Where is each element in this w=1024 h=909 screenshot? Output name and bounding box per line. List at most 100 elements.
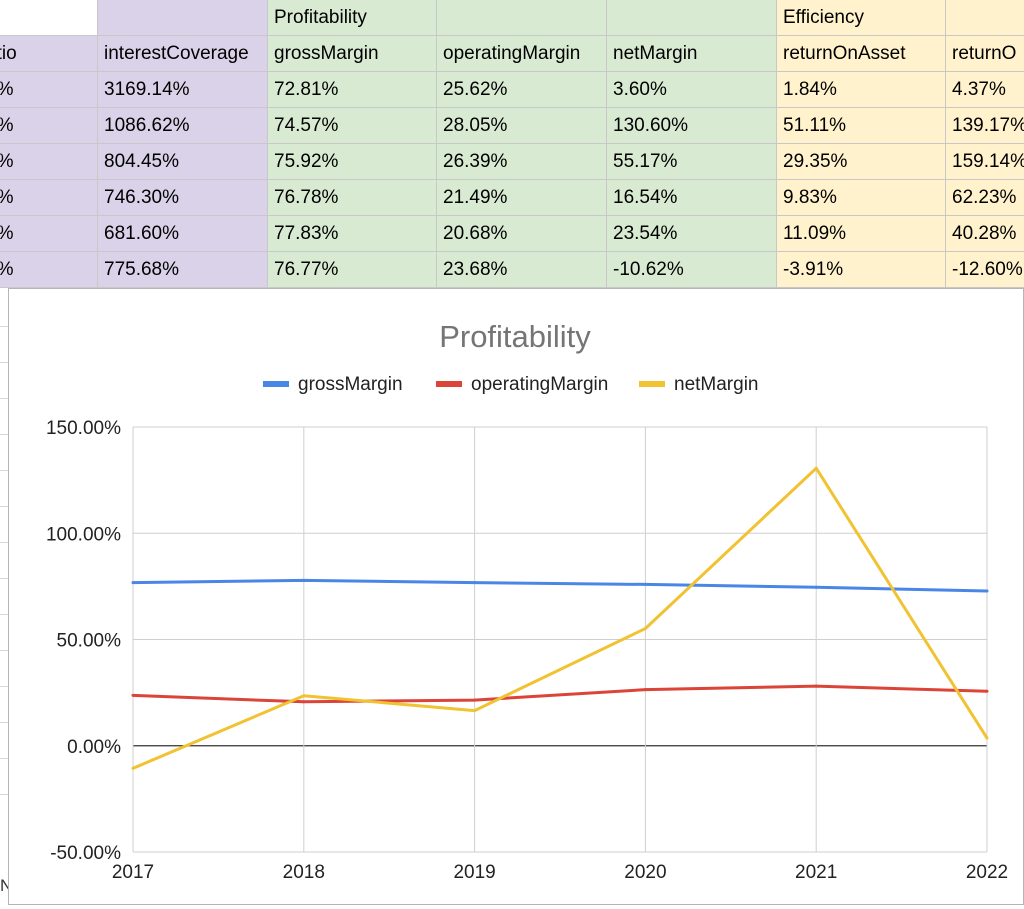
table-cell[interactable]: 11.09%	[777, 216, 946, 252]
data-point-grossMargin[interactable]	[473, 581, 477, 585]
table-cell[interactable]: 23.68%	[437, 252, 607, 288]
data-point-grossMargin[interactable]	[643, 582, 647, 586]
column-header[interactable]: returnOnAsset	[777, 36, 946, 72]
data-point-netMargin[interactable]	[814, 466, 818, 470]
chart-legend[interactable]: grossMargin operatingMargin netMargin	[263, 374, 759, 395]
table-cell[interactable]: 75.92%	[268, 144, 437, 180]
table-cell[interactable]: 139.17%	[946, 108, 1024, 144]
table-cell[interactable]: 74.57%	[268, 108, 437, 144]
table-cell[interactable]: 3%	[0, 144, 98, 180]
cell[interactable]	[98, 0, 268, 36]
table-cell[interactable]: 76.78%	[268, 180, 437, 216]
series-line-grossMargin[interactable]	[132, 578, 988, 593]
data-point-grossMargin[interactable]	[302, 578, 306, 582]
table-cell[interactable]: 29.35%	[777, 144, 946, 180]
table-cell[interactable]: 21.49%	[437, 180, 607, 216]
table-cell[interactable]: 159.14%	[946, 144, 1024, 180]
table-cell[interactable]: 775.68%	[98, 252, 268, 288]
data-point-netMargin[interactable]	[985, 736, 989, 740]
table-cell[interactable]: 23.54%	[607, 216, 777, 252]
table-cell[interactable]: 55.17%	[607, 144, 777, 180]
table-cell[interactable]: 6%	[0, 216, 98, 252]
y-tick-label: 100.00%	[46, 524, 121, 545]
table-cell[interactable]: 130.60%	[607, 108, 777, 144]
table-cell[interactable]: 77.83%	[268, 216, 437, 252]
table-cell[interactable]: 681.60%	[98, 216, 268, 252]
cell[interactable]	[607, 0, 777, 36]
cell[interactable]	[0, 0, 98, 36]
table-cell[interactable]: 0%	[0, 108, 98, 144]
cell[interactable]	[946, 0, 1024, 36]
y-tick-label: 50.00%	[57, 631, 122, 652]
column-header[interactable]: returnO	[946, 36, 1024, 72]
legend-item-operatingMargin[interactable]: operatingMargin	[436, 374, 608, 395]
legend-label: grossMargin	[298, 374, 403, 395]
column-header-text: atio	[0, 43, 17, 64]
table-cell[interactable]: 25.62%	[437, 72, 607, 108]
table-cell[interactable]: -3.91%	[777, 252, 946, 288]
table-cell[interactable]: 26.39%	[437, 144, 607, 180]
section-efficiency[interactable]: Efficiency	[777, 0, 946, 36]
column-header[interactable]: interestCoverage	[98, 36, 268, 72]
chart-series	[131, 466, 989, 770]
data-point-netMargin[interactable]	[131, 766, 135, 770]
stray-cell-text: N	[0, 876, 8, 895]
table-cell[interactable]: 804.45%	[98, 144, 268, 180]
table-cell[interactable]: -12.60%	[946, 252, 1024, 288]
table-cell[interactable]: 62.23%	[946, 180, 1024, 216]
data-point-operatingMargin[interactable]	[131, 693, 135, 697]
data-point-operatingMargin[interactable]	[814, 684, 818, 688]
table-cell[interactable]: 3.60%	[607, 72, 777, 108]
cell[interactable]	[437, 0, 607, 36]
data-point-netMargin[interactable]	[302, 694, 306, 698]
x-tick-label: 2018	[283, 862, 325, 883]
table-cell[interactable]: 4%	[0, 180, 98, 216]
column-header[interactable]: operatingMargin	[437, 36, 607, 72]
data-point-operatingMargin[interactable]	[643, 688, 647, 692]
table-cell[interactable]: 1086.62%	[98, 108, 268, 144]
chart-title: Profitability	[439, 319, 591, 354]
table-cell[interactable]: 746.30%	[98, 180, 268, 216]
legend-item-netMargin[interactable]: netMargin	[639, 374, 759, 395]
table-cell[interactable]: 16.54%	[607, 180, 777, 216]
column-header[interactable]: netMargin	[607, 36, 777, 72]
data-point-operatingMargin[interactable]	[302, 700, 306, 704]
table-cell[interactable]: 28.05%	[437, 108, 607, 144]
data-point-grossMargin[interactable]	[131, 581, 135, 585]
table-cell[interactable]: 76.77%	[268, 252, 437, 288]
profitability-chart[interactable]: Profitability grossMargin operatingMargin…	[8, 288, 1024, 905]
x-tick-label: 2019	[453, 862, 495, 883]
x-tick-label: 2022	[966, 862, 1008, 883]
legend-item-grossMargin[interactable]: grossMargin	[263, 374, 403, 395]
table-cell[interactable]: 51.11%	[777, 108, 946, 144]
data-point-operatingMargin[interactable]	[985, 689, 989, 693]
table-cell[interactable]: 40.28%	[946, 216, 1024, 252]
table-cell[interactable]: 4.37%	[946, 72, 1024, 108]
chart-gridlines	[132, 426, 988, 853]
table-row: 1% 775.68%76.77%23.68%-10.62%-3.91%-12.60…	[0, 252, 1024, 288]
table-cell[interactable]: 1.84%	[777, 72, 946, 108]
series-line-operatingMargin[interactable]	[132, 684, 988, 704]
data-point-grossMargin[interactable]	[985, 589, 989, 593]
data-point-netMargin[interactable]	[473, 709, 477, 713]
table-cell[interactable]: 3169.14%	[98, 72, 268, 108]
section-header-row: Profitability Efficiency	[0, 0, 1024, 36]
data-point-grossMargin[interactable]	[814, 585, 818, 589]
table-cell[interactable]: 1%	[0, 252, 98, 288]
series-line-netMargin[interactable]	[132, 466, 989, 770]
table-cell[interactable]: 3%	[0, 72, 98, 108]
x-tick-label: 2017	[112, 862, 154, 883]
table-cell[interactable]: 72.81%	[268, 72, 437, 108]
data-point-netMargin[interactable]	[643, 627, 647, 631]
table-row: 6% 681.60%77.83%20.68%23.54%11.09%40.28%	[0, 216, 1024, 252]
column-header[interactable]: grossMargin	[268, 36, 437, 72]
section-profitability[interactable]: Profitability	[268, 0, 437, 36]
table-row: 3% 804.45%75.92%26.39%55.17%29.35%159.14%	[0, 144, 1024, 180]
table-cell-text: 6%	[0, 216, 13, 251]
table-cell[interactable]: 9.83%	[777, 180, 946, 216]
data-point-operatingMargin[interactable]	[473, 698, 477, 702]
table-cell[interactable]: 20.68%	[437, 216, 607, 252]
column-header[interactable]: atio	[0, 36, 98, 72]
table-cell[interactable]: -10.62%	[607, 252, 777, 288]
